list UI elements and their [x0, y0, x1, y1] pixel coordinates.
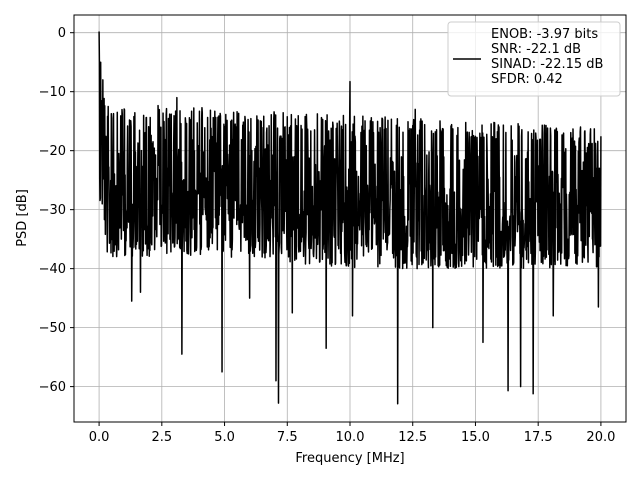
- legend-box: [447, 21, 621, 97]
- x-tick-label: 2.5: [151, 430, 172, 445]
- x-axis-ticks: 0.0 2.5 5.0 7.5 10.0 12.5 15.0 17.5 20.0: [89, 422, 615, 445]
- legend-text-enob: ENOB: -3.97 bits: [491, 27, 598, 42]
- y-tick-label: −40: [39, 262, 66, 277]
- y-tick-label: −10: [39, 85, 66, 100]
- legend-text-snr: SNR: -22.1 dB: [491, 42, 581, 57]
- y-axis-title: PSD [dB]: [15, 189, 30, 247]
- series-layer: [98, 31, 602, 405]
- x-axis-title: Frequency [MHz]: [295, 451, 404, 466]
- y-tick-label: −30: [39, 203, 66, 218]
- x-tick-label: 10.0: [336, 430, 365, 445]
- x-tick-label: 5.0: [214, 430, 235, 445]
- y-tick-label: −50: [39, 321, 66, 336]
- y-axis-ticks: 0 −10 −20 −30 −40 −50 −60: [39, 26, 74, 395]
- y-tick-label: −20: [39, 144, 66, 159]
- legend-text-sfdr: SFDR: 0.42: [491, 72, 563, 87]
- x-tick-label: 12.5: [398, 430, 427, 445]
- legend-text-sinad: SINAD: -22.15 dB: [491, 57, 603, 72]
- x-tick-label: 15.0: [461, 430, 490, 445]
- x-tick-label: 7.5: [277, 430, 298, 445]
- legend: ENOB: -3.97 bits SNR: -22.1 dB SINAD: -2…: [447, 21, 621, 97]
- psd-series-line: [98, 31, 602, 405]
- y-tick-label: 0: [58, 26, 66, 41]
- y-tick-label: −60: [39, 380, 66, 395]
- x-tick-label: 0.0: [89, 430, 110, 445]
- x-tick-label: 17.5: [524, 430, 553, 445]
- x-tick-label: 20.0: [586, 430, 615, 445]
